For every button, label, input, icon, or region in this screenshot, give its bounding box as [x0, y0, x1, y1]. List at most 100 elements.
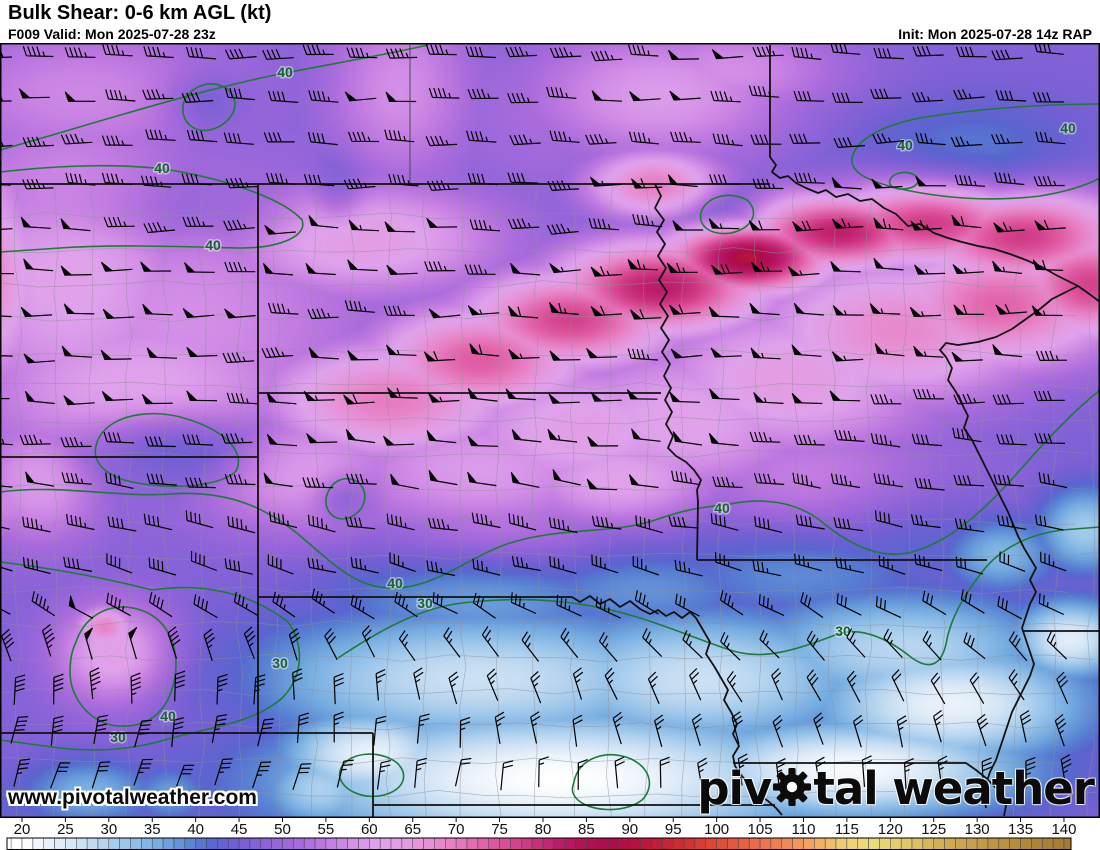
contour-line-40: [325, 477, 366, 520]
colorbar-cell: [966, 837, 978, 850]
wind-barb: [269, 401, 297, 405]
colorbar-cell: [792, 837, 804, 850]
wind-barb: [697, 757, 708, 790]
wind-barb: [425, 44, 457, 56]
contour-label: 40: [714, 500, 730, 516]
colorbar-tick-label: 130: [965, 821, 990, 838]
wind-barb: [910, 514, 941, 529]
wind-barb: [628, 44, 659, 57]
wind-barb: [101, 172, 133, 186]
wind-barb: [675, 440, 703, 446]
colorbar-cell: [195, 837, 207, 850]
wind-barb: [146, 473, 177, 486]
wind-barb: [670, 131, 701, 143]
wind-barb: [509, 134, 541, 146]
wind-barb: [22, 46, 54, 58]
wind-barb: [715, 263, 743, 275]
wind-barb: [846, 670, 861, 703]
wind-barb: [267, 554, 294, 575]
colorbar-cell: [260, 837, 272, 850]
wind-barb: [142, 89, 174, 100]
wind-barb: [190, 354, 218, 358]
wind-barb: [302, 477, 334, 489]
wind-barb: [930, 672, 946, 705]
wind-barb: [101, 135, 133, 146]
wind-barb: [554, 478, 581, 486]
wind-barb: [106, 553, 133, 574]
wind-barb: [937, 755, 948, 788]
wind-barb: [1038, 472, 1068, 489]
wind-barb: [428, 87, 460, 99]
wind-barb: [105, 268, 133, 272]
colorbar-cell: [607, 837, 620, 850]
wind-barb: [556, 594, 582, 617]
colorbar-cell: [944, 837, 956, 850]
wind-barb: [913, 311, 941, 317]
wind-barb: [344, 300, 375, 313]
colorbar-cell: [770, 837, 783, 850]
wind-barb: [833, 399, 861, 402]
colorbar-tick-label: 140: [1051, 821, 1076, 838]
wind-barb: [128, 632, 137, 660]
wind-barb: [292, 668, 303, 700]
wind-barb: [870, 394, 902, 405]
wind-barb: [266, 172, 297, 185]
wind-barb: [796, 220, 824, 232]
wind-barb: [221, 433, 253, 444]
wind-barb: [511, 306, 539, 319]
state-border: [769, 156, 1079, 287]
wind-barb: [507, 92, 539, 104]
wind-barb: [793, 90, 825, 102]
colorbar-cell: [477, 837, 489, 850]
wind-barb: [627, 348, 658, 361]
colorbar-cell: [238, 837, 251, 850]
wind-barb: [792, 270, 820, 277]
wind-barb: [752, 560, 782, 577]
wind-barb: [954, 216, 982, 229]
colorbar-cell: [293, 837, 305, 850]
wind-barb: [954, 518, 985, 533]
wind-barb: [553, 266, 581, 274]
wind-barb: [346, 473, 377, 485]
wind-barb: [133, 758, 153, 786]
colorbar-cell: [824, 837, 837, 850]
wind-barb: [311, 224, 339, 229]
wind-barb: [336, 759, 354, 788]
colorbar-cell: [759, 837, 772, 850]
wind-barb: [830, 473, 861, 489]
wind-barb: [190, 550, 218, 572]
colorbar-cell: [835, 837, 848, 850]
wind-barb: [64, 47, 96, 58]
colorbar-cell: [466, 837, 479, 850]
wind-barb: [193, 594, 218, 619]
wind-barb: [53, 673, 64, 705]
colorbar-tick-label: 45: [231, 821, 248, 838]
wind-barb: [911, 433, 942, 447]
wind-barb: [270, 443, 298, 447]
wind-barb: [93, 714, 109, 744]
wind-barb: [376, 760, 392, 790]
colorbar-cell: [325, 837, 337, 850]
wind-barb: [303, 174, 335, 187]
wind-barb: [61, 472, 92, 485]
wind-barb: [22, 516, 51, 533]
wind-barb: [834, 186, 862, 190]
wind-barb: [469, 219, 501, 232]
wind-barb: [464, 264, 496, 275]
wind-barb: [922, 590, 947, 616]
shear-map: 40 40 40 40 40 40 40 40 30 30 30 30 www.pivotalweat…: [0, 43, 1100, 818]
wind-barb: [26, 267, 54, 272]
wind-barb: [883, 628, 903, 659]
wind-barb: [530, 711, 541, 744]
wind-barb: [174, 764, 195, 791]
wind-barb: [903, 758, 915, 790]
wind-barb: [916, 351, 944, 358]
wind-barb: [511, 555, 541, 572]
wind-barb: [551, 302, 579, 315]
wind-barb: [712, 315, 740, 318]
wind-barb: [711, 442, 739, 447]
wind-barb: [307, 514, 336, 533]
wind-barb: [833, 270, 861, 273]
wind-barb: [995, 90, 1027, 102]
wind-barb: [1033, 390, 1065, 402]
